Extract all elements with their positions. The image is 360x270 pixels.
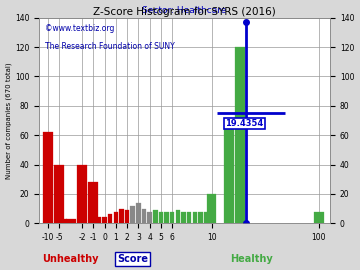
Bar	[96, 217, 101, 223]
Text: Score: Score	[117, 254, 148, 264]
Text: The Research Foundation of SUNY: The Research Foundation of SUNY	[45, 42, 175, 51]
Bar	[125, 210, 129, 223]
Bar	[159, 211, 163, 223]
Bar	[198, 211, 203, 223]
Text: Healthy: Healthy	[230, 254, 273, 264]
Bar	[54, 164, 64, 223]
Bar	[63, 219, 67, 223]
Bar	[170, 211, 175, 223]
Bar	[136, 203, 141, 223]
Bar	[176, 210, 180, 223]
Bar	[102, 217, 107, 223]
Text: Unhealthy: Unhealthy	[42, 254, 99, 264]
Bar	[207, 194, 216, 223]
Text: 19.4354: 19.4354	[225, 119, 264, 128]
Bar	[164, 211, 169, 223]
Bar	[187, 211, 192, 223]
Bar	[193, 211, 197, 223]
Bar	[153, 210, 158, 223]
Y-axis label: Number of companies (670 total): Number of companies (670 total)	[5, 62, 12, 179]
Bar	[43, 132, 53, 223]
Text: Sector: Healthcare: Sector: Healthcare	[143, 6, 227, 15]
Bar	[66, 219, 76, 223]
Bar	[77, 164, 87, 223]
Bar	[108, 214, 112, 223]
Text: ©www.textbiz.org: ©www.textbiz.org	[45, 24, 114, 33]
Bar	[204, 211, 208, 223]
Bar	[314, 211, 324, 223]
Bar	[181, 211, 186, 223]
Title: Z-Score Histogram for SYRS (2016): Z-Score Histogram for SYRS (2016)	[93, 7, 276, 17]
Bar	[147, 211, 152, 223]
Bar	[224, 128, 234, 223]
Bar	[130, 206, 135, 223]
Bar	[119, 208, 124, 223]
Bar	[142, 208, 146, 223]
Bar	[235, 47, 245, 223]
Bar	[113, 211, 118, 223]
Bar	[88, 182, 98, 223]
